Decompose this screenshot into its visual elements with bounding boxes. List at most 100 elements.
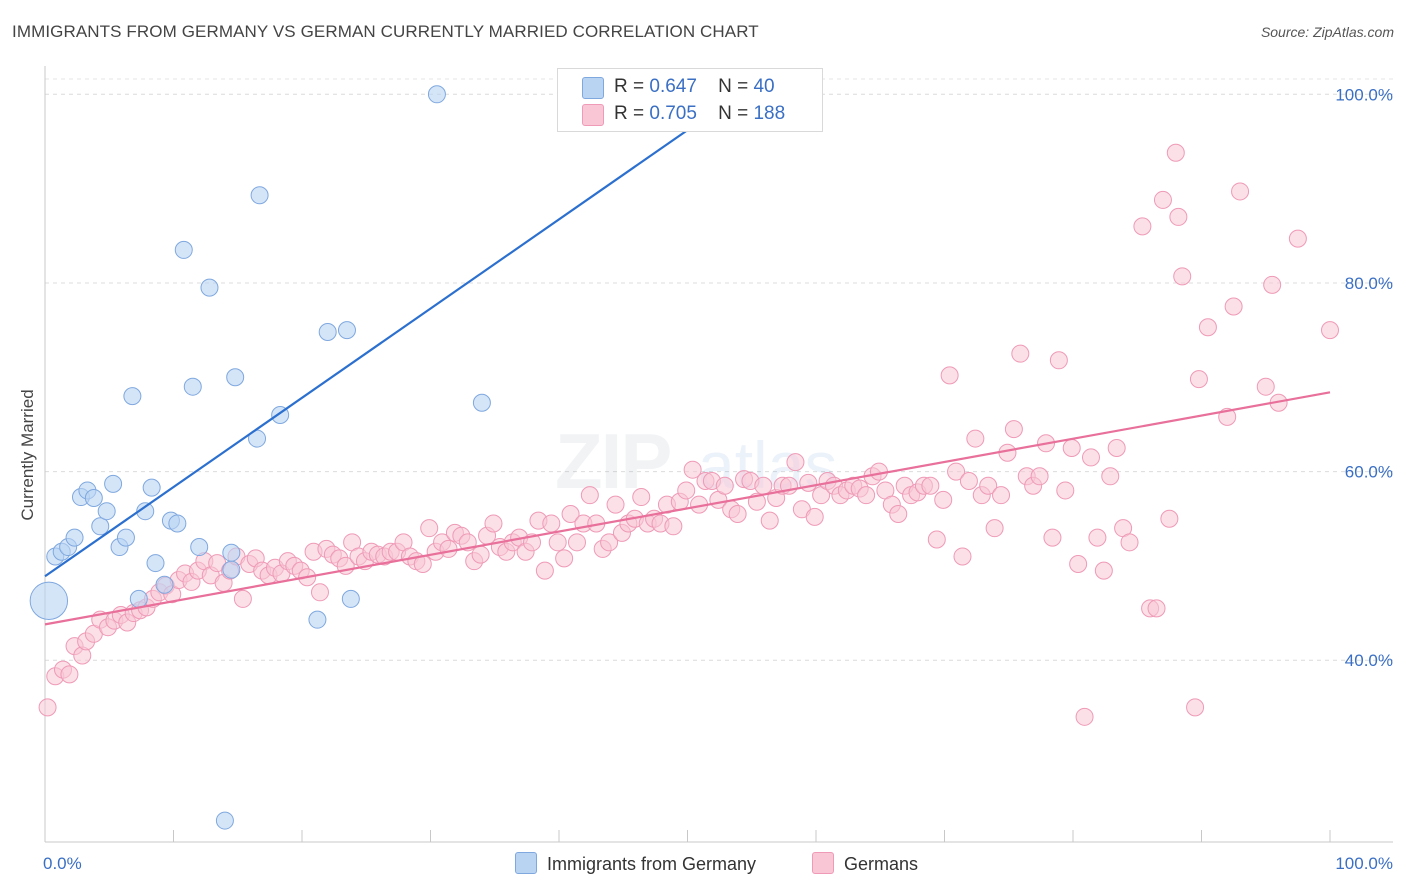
y-axis-label: Currently Married (18, 389, 37, 521)
data-point-germans (927, 530, 946, 549)
data-point-germans (715, 476, 734, 495)
data-point-immigrants (222, 560, 241, 579)
data-point-germans (799, 473, 818, 492)
data-point-germans (233, 589, 252, 608)
grid-lines (45, 78, 1393, 661)
legend-n-label: N = (718, 103, 749, 124)
data-point-germans (1288, 229, 1307, 248)
data-point-germans (439, 539, 458, 558)
data-point-germans (683, 460, 702, 479)
legend-text: R = 0.705 N = 188 (614, 103, 785, 125)
data-point-germans (1120, 533, 1139, 552)
data-point-germans (580, 486, 599, 505)
stats-legend: R = 0.647 N = 40 R = 0.705 N = 188 (557, 68, 823, 132)
data-point-immigrants (65, 528, 84, 547)
data-point-germans (940, 366, 959, 385)
data-point-germans (889, 505, 908, 524)
data-point-immigrants (168, 514, 187, 533)
data-point-immigrants (200, 278, 219, 297)
data-point-immigrants (97, 502, 116, 521)
data-point-immigrants (318, 322, 337, 341)
data-point-germans (1169, 207, 1188, 226)
data-point-immigrants (427, 85, 446, 104)
legend-r-label: R = (614, 76, 645, 97)
legend-n-value: 188 (753, 103, 786, 124)
data-point-germans (606, 495, 625, 514)
data-point-immigrants (183, 377, 202, 396)
data-point-germans (1101, 467, 1120, 486)
data-point-germans (1153, 190, 1172, 209)
data-point-germans (959, 472, 978, 491)
y-tick-label: 80.0% (1345, 274, 1393, 293)
data-point-immigrants (472, 393, 491, 412)
data-point-germans (1263, 275, 1282, 294)
legend-r-label: R = (614, 103, 645, 124)
data-point-immigrants (250, 186, 269, 205)
data-point-immigrants (341, 589, 360, 608)
data-point-germans (1189, 370, 1208, 389)
data-point-germans (548, 533, 567, 552)
data-point-germans (1049, 351, 1068, 370)
data-point-germans (567, 533, 586, 552)
y-tick-label: 60.0% (1345, 463, 1393, 482)
data-point-immigrants (146, 554, 165, 573)
data-point-germans (1107, 439, 1126, 457)
data-point-immigrants (129, 589, 148, 608)
data-point-immigrants (142, 478, 161, 497)
data-point-immigrants (123, 387, 142, 406)
data-point-germans (542, 514, 561, 533)
data-point-germans (1011, 344, 1030, 363)
data-point-germans (1030, 467, 1049, 486)
data-point-germans (1147, 599, 1166, 618)
data-point-germans (535, 561, 554, 580)
data-point-germans (1133, 217, 1152, 236)
data-point-immigrants (222, 543, 241, 562)
data-point-germans (1173, 267, 1192, 286)
data-point-germans (1166, 143, 1185, 162)
data-point-immigrants (308, 610, 327, 629)
data-point-germans (1088, 528, 1107, 547)
data-point-germans (985, 519, 1004, 538)
data-point-germans (953, 547, 972, 566)
bottom-legend-swatch-pink (812, 852, 834, 874)
trend-lines (44, 129, 1331, 626)
data-point-germans (947, 462, 966, 481)
bottom-legend-label: Immigrants from Germany (547, 854, 757, 874)
data-point-germans (1160, 509, 1179, 528)
data-point-germans (1075, 707, 1094, 726)
data-point-immigrants (104, 474, 123, 493)
data-point-germans (966, 429, 985, 448)
data-point-germans (992, 486, 1011, 505)
data-point-germans (979, 476, 998, 495)
data-point-germans (664, 517, 683, 536)
data-point-germans (1186, 698, 1205, 717)
data-point-germans (484, 514, 503, 533)
data-point-germans (555, 549, 574, 568)
data-point-immigrants (174, 240, 193, 259)
data-point-germans (1321, 321, 1339, 340)
data-point-germans (1198, 318, 1217, 337)
series-germans (38, 143, 1339, 726)
source-label: Source: ZipAtlas.com (1260, 24, 1394, 40)
data-point-immigrants (190, 538, 209, 557)
data-point-germans (632, 488, 651, 507)
data-point-germans (760, 511, 779, 530)
data-point-germans (1043, 528, 1062, 547)
data-point-immigrants (84, 488, 103, 507)
bottom-legend-germans: Germans (812, 852, 918, 875)
data-point-germans (1004, 420, 1023, 439)
data-point-immigrants (136, 502, 155, 521)
data-point-germans (677, 481, 696, 500)
svg-text:ZIP: ZIP (555, 417, 670, 505)
data-point-immigrants (337, 321, 356, 340)
data-point-germans (805, 507, 824, 526)
data-point-germans (1069, 555, 1088, 574)
bottom-legend-label: Germans (844, 854, 919, 874)
data-point-immigrants (29, 581, 69, 620)
x-tick-label: 0.0% (43, 854, 82, 873)
data-point-germans (600, 533, 619, 552)
data-point-germans (1062, 439, 1081, 457)
chart-title: IMMIGRANTS FROM GERMANY VS GERMAN CURREN… (12, 22, 759, 41)
bottom-legend-immigrants: Immigrants from Germany (515, 852, 756, 875)
